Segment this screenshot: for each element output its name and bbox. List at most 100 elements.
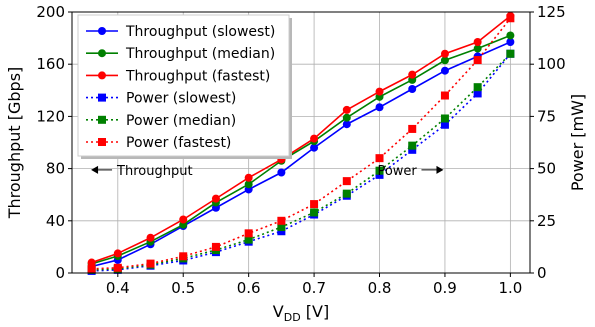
y2-tick-label: 100 — [537, 55, 566, 73]
data-point — [310, 143, 319, 152]
data-point — [310, 134, 319, 143]
data-point — [408, 141, 417, 150]
data-point — [440, 114, 449, 123]
x-tick-label: 1.0 — [498, 279, 522, 297]
data-point — [408, 84, 417, 93]
legend-label: Throughput (slowest) — [125, 24, 275, 40]
x-tick-label: 0.4 — [106, 279, 130, 297]
legend-box — [77, 14, 290, 157]
annotation-label: Throughput — [116, 164, 193, 179]
legend-label: Power (fastest) — [126, 135, 231, 151]
data-point — [440, 120, 449, 129]
legend-label: Power (slowest) — [126, 91, 236, 107]
data-point — [375, 103, 384, 112]
x-tick-label: 0.8 — [368, 279, 392, 297]
legend-marker — [98, 115, 106, 124]
data-point — [375, 166, 384, 175]
y-tick-label: 80 — [46, 160, 65, 178]
data-point — [113, 249, 122, 258]
data-point — [506, 49, 515, 58]
data-point — [408, 70, 417, 79]
data-point — [342, 113, 351, 122]
annotations-layer: Throughput Power — [91, 164, 444, 179]
data-point — [87, 258, 96, 267]
data-point — [440, 49, 449, 58]
series-line-2 — [91, 34, 511, 265]
data-point — [506, 31, 515, 40]
data-point — [277, 223, 286, 232]
data-point — [473, 44, 482, 53]
legend-label: Throughput (fastest) — [125, 68, 270, 84]
y-tick-label: 120 — [36, 107, 65, 125]
data-point — [179, 252, 188, 261]
data-point — [408, 145, 417, 154]
data-point — [342, 120, 351, 129]
data-point — [310, 200, 319, 209]
data-point — [146, 259, 155, 268]
data-point — [473, 56, 482, 65]
y-tick-label: 0 — [55, 264, 65, 282]
series-line-1 — [91, 41, 511, 268]
series-line-5 — [91, 53, 511, 271]
y-tick-label: 40 — [46, 212, 65, 230]
y-tick-label: 200 — [36, 3, 65, 21]
x-tick-label: 0.9 — [433, 279, 457, 297]
data-point — [342, 177, 351, 186]
y2-tick-label: 75 — [537, 107, 556, 125]
data-point — [473, 83, 482, 92]
data-point — [473, 89, 482, 98]
y-axis-label: Throughput [Gbps] — [5, 67, 24, 220]
plot-frame — [71, 11, 531, 274]
legend-marker — [98, 27, 106, 35]
series-line-3 — [91, 15, 511, 264]
data-point — [506, 14, 515, 23]
data-point — [440, 91, 449, 100]
legend: Throughput (slowest) Throughput (median) T… — [77, 14, 292, 159]
data-point — [244, 235, 253, 244]
data-point — [211, 194, 220, 203]
x-tick-label: 0.6 — [237, 279, 261, 297]
data-point — [244, 229, 253, 238]
legend-label: Throughput (median) — [125, 46, 275, 62]
legend-label: Power (median) — [126, 113, 236, 129]
data-point — [211, 242, 220, 251]
data-point — [179, 215, 188, 224]
data-point — [473, 38, 482, 47]
data-point — [277, 168, 286, 177]
series-line-6 — [91, 17, 512, 270]
data-point — [342, 105, 351, 114]
data-point — [408, 124, 417, 133]
annotation-arrow-head — [436, 165, 444, 174]
y2-tick-label: 125 — [537, 3, 566, 21]
legend-marker — [98, 93, 106, 102]
data-point — [244, 180, 253, 189]
data-point — [506, 38, 515, 47]
ticks-layer: 0.4 0.5 0.6 0.7 0.8 0.9 1.0 0 40 80 120 160 200 0 25 50… — [36, 3, 565, 297]
y-tick-label: 160 — [36, 55, 65, 73]
legend-marker — [98, 49, 106, 58]
data-point — [440, 56, 449, 65]
data-point — [87, 264, 96, 273]
data-point — [277, 216, 286, 225]
data-point — [342, 189, 351, 198]
data-point — [277, 227, 286, 236]
y2-tick-label: 0 — [537, 264, 547, 282]
y2-axis-label: Power [mW] — [568, 94, 587, 191]
y2-tick-label: 25 — [537, 212, 556, 230]
data-point — [375, 154, 384, 163]
data-point — [440, 66, 449, 75]
data-point — [113, 263, 122, 272]
data-point — [375, 87, 384, 96]
data-point — [375, 170, 384, 179]
x-tick-label: 0.5 — [171, 279, 195, 297]
x-axis-label: VDD [V] — [273, 302, 329, 324]
legend-marker — [98, 71, 106, 80]
data-point — [310, 208, 319, 217]
legend-marker — [98, 138, 106, 146]
data-point — [244, 173, 253, 182]
y2-tick-label: 50 — [537, 160, 556, 178]
annotation-arrow-head — [91, 165, 99, 174]
series-layer — [87, 11, 515, 275]
x-tick-label: 0.7 — [302, 279, 326, 297]
